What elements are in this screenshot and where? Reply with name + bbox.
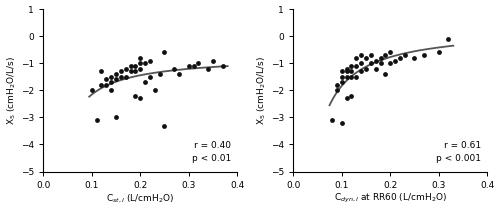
Point bbox=[132, 70, 140, 73]
Point bbox=[342, 70, 350, 73]
Point bbox=[352, 56, 360, 60]
Point bbox=[338, 70, 345, 73]
Point bbox=[367, 53, 375, 57]
Point bbox=[348, 64, 356, 68]
Point bbox=[185, 64, 193, 68]
Point bbox=[396, 56, 404, 60]
Point bbox=[126, 70, 134, 73]
Point bbox=[338, 121, 345, 124]
Point bbox=[435, 51, 443, 54]
Point bbox=[333, 83, 341, 87]
Point bbox=[136, 56, 144, 60]
Point bbox=[136, 62, 144, 65]
Point bbox=[88, 89, 96, 92]
Point bbox=[112, 78, 120, 81]
Point bbox=[391, 59, 399, 62]
Point bbox=[367, 62, 375, 65]
Point bbox=[382, 53, 390, 57]
Point bbox=[92, 118, 100, 122]
Point bbox=[357, 62, 365, 65]
Y-axis label: X$_5$ (cmH$_2$O/L/s): X$_5$ (cmH$_2$O/L/s) bbox=[256, 56, 268, 125]
Point bbox=[102, 83, 110, 87]
Point bbox=[98, 70, 106, 73]
Point bbox=[122, 67, 130, 70]
Point bbox=[386, 51, 394, 54]
Point bbox=[342, 67, 350, 70]
Point bbox=[132, 64, 140, 68]
Point bbox=[333, 89, 341, 92]
Point bbox=[382, 72, 390, 76]
Point bbox=[410, 56, 418, 60]
Point bbox=[146, 59, 154, 62]
Point bbox=[357, 53, 365, 57]
Text: r = 0.61
p < 0.001: r = 0.61 p < 0.001 bbox=[436, 141, 482, 163]
Point bbox=[401, 53, 409, 57]
Point bbox=[98, 83, 106, 87]
Point bbox=[117, 75, 125, 78]
Point bbox=[348, 75, 356, 78]
Point bbox=[352, 75, 360, 78]
Point bbox=[107, 89, 115, 92]
Point bbox=[160, 124, 168, 127]
Point bbox=[209, 59, 217, 62]
Point bbox=[170, 67, 178, 70]
Point bbox=[132, 94, 140, 97]
Point bbox=[175, 72, 183, 76]
Point bbox=[102, 78, 110, 81]
Point bbox=[126, 64, 134, 68]
Point bbox=[151, 89, 159, 92]
Point bbox=[342, 75, 350, 78]
Point bbox=[372, 67, 380, 70]
Point bbox=[136, 97, 144, 100]
Point bbox=[194, 62, 202, 65]
Point bbox=[352, 64, 360, 68]
Point bbox=[376, 56, 384, 60]
Point bbox=[338, 75, 345, 78]
Point bbox=[204, 67, 212, 70]
Point bbox=[362, 56, 370, 60]
Point bbox=[376, 62, 384, 65]
Point bbox=[342, 97, 350, 100]
Y-axis label: X$_5$ (cmH$_2$O/L/s): X$_5$ (cmH$_2$O/L/s) bbox=[6, 56, 18, 125]
Point bbox=[338, 80, 345, 84]
Point bbox=[420, 53, 428, 57]
Point bbox=[141, 80, 149, 84]
Point bbox=[107, 75, 115, 78]
Point bbox=[444, 37, 452, 41]
Point bbox=[107, 80, 115, 84]
Point bbox=[357, 70, 365, 73]
Point bbox=[112, 116, 120, 119]
Point bbox=[160, 51, 168, 54]
Point bbox=[117, 70, 125, 73]
X-axis label: C$_{dyn,l}$ at RR60 (L/cmH$_2$O): C$_{dyn,l}$ at RR60 (L/cmH$_2$O) bbox=[334, 192, 447, 206]
Point bbox=[372, 59, 380, 62]
Point bbox=[362, 67, 370, 70]
Point bbox=[386, 62, 394, 65]
Point bbox=[156, 72, 164, 76]
Point bbox=[190, 64, 198, 68]
Point bbox=[348, 94, 356, 97]
X-axis label: C$_{st,l}$ (L/cmH$_2$O): C$_{st,l}$ (L/cmH$_2$O) bbox=[106, 192, 174, 205]
Point bbox=[136, 67, 144, 70]
Point bbox=[112, 72, 120, 76]
Point bbox=[328, 118, 336, 122]
Point bbox=[219, 64, 227, 68]
Point bbox=[348, 70, 356, 73]
Text: r = 0.40
p < 0.01: r = 0.40 p < 0.01 bbox=[192, 141, 232, 163]
Point bbox=[141, 62, 149, 65]
Point bbox=[122, 75, 130, 78]
Point bbox=[146, 75, 154, 78]
